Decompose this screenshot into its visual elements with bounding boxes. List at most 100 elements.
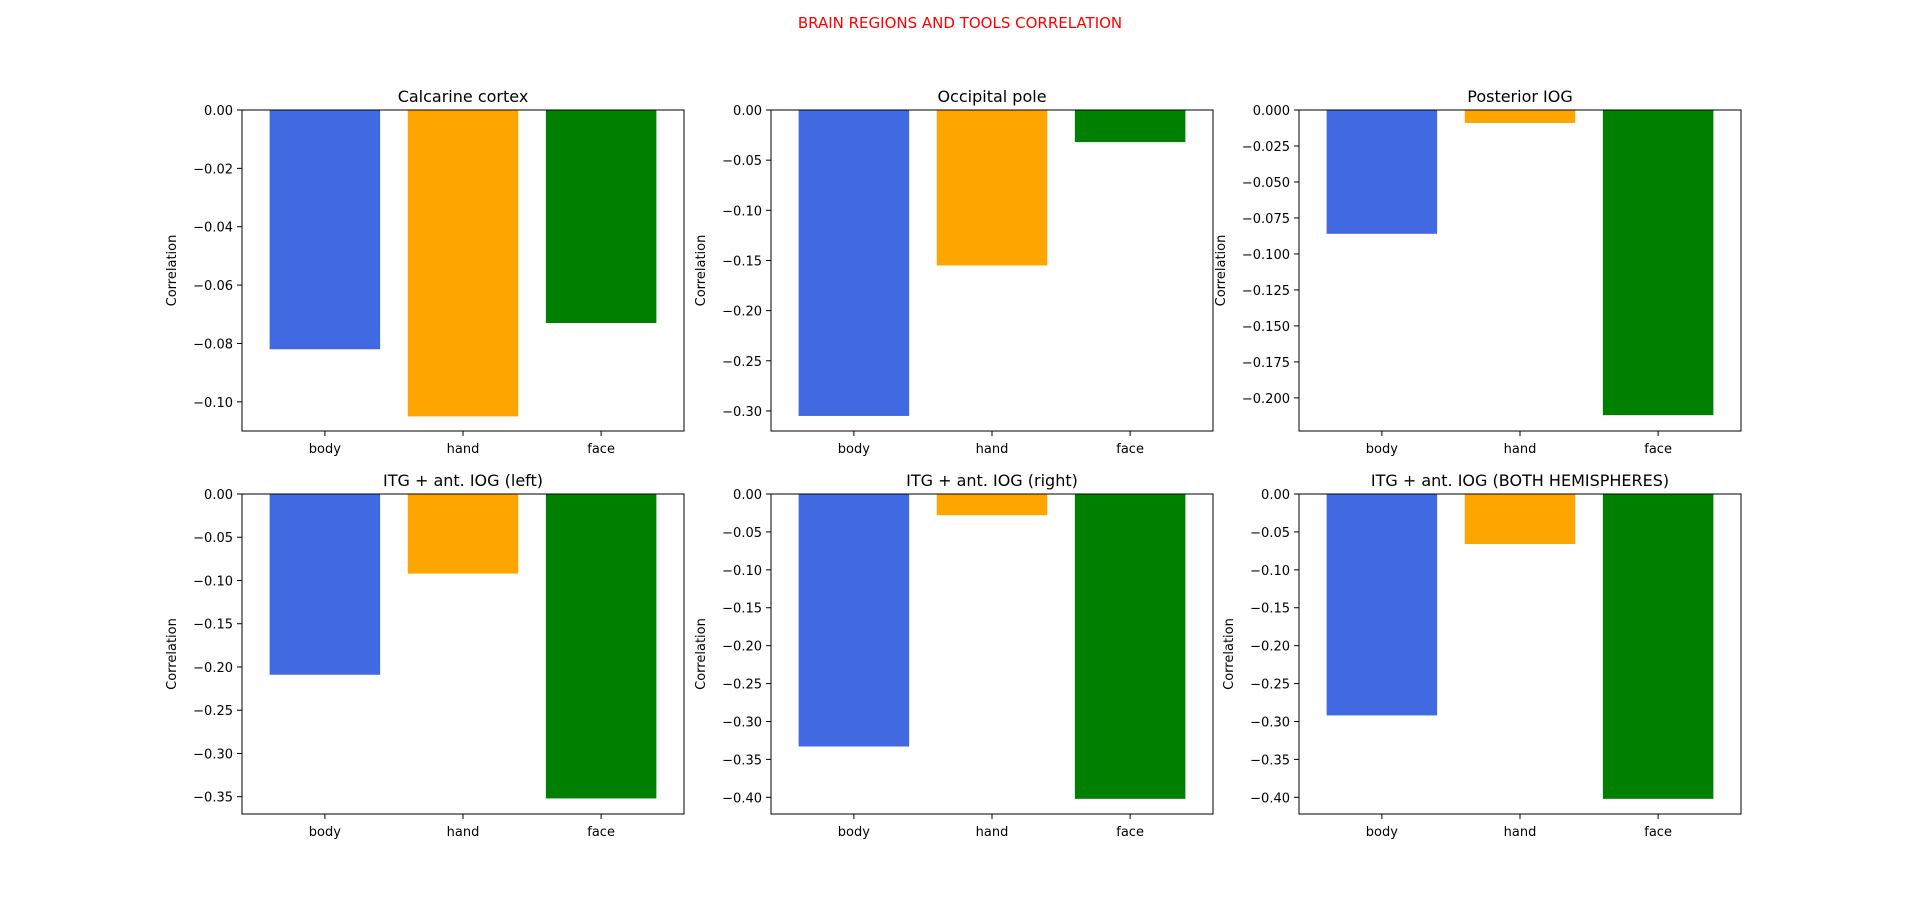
y-tick-label: −0.05 xyxy=(193,531,233,546)
bar-body xyxy=(1326,494,1438,716)
subplot-2: 0.00 −0.05 −0.10 −0.15 −0.20 −0.25 −0.30 body ha… xyxy=(694,87,1214,457)
y-tick-label: −0.06 xyxy=(193,279,233,294)
y-axis-label: Correlation xyxy=(1214,235,1229,307)
x-tick-label: face xyxy=(1116,825,1144,840)
x-tick-label: hand xyxy=(976,442,1009,457)
y-tick-label: −0.15 xyxy=(1250,602,1290,617)
bar-face xyxy=(1602,494,1714,799)
x-tick-label: hand xyxy=(1504,442,1537,457)
y-tick-label: 0.00 xyxy=(733,104,762,119)
y-tick-label: −0.08 xyxy=(193,337,233,352)
y-tick-label: −0.175 xyxy=(1242,356,1290,371)
subplot-4: 0.00 −0.05 −0.10 −0.15 −0.20 −0.25 −0.30 −0.35 b… xyxy=(165,471,685,840)
bar-face xyxy=(545,110,657,324)
subplot-title: Calcarine cortex xyxy=(398,87,529,106)
y-tick-label: 0.00 xyxy=(1261,488,1290,503)
subplot-title: Posterior IOG xyxy=(1467,87,1573,106)
y-tick-label: −0.10 xyxy=(722,204,762,219)
y-tick-label: 0.00 xyxy=(204,488,233,503)
y-tick-label: −0.025 xyxy=(1242,140,1290,155)
y-tick-label: −0.05 xyxy=(722,526,762,541)
y-tick-label: −0.30 xyxy=(1250,715,1290,730)
y-tick-label: −0.150 xyxy=(1242,320,1290,335)
y-tick-label: −0.30 xyxy=(193,747,233,762)
bar-hand xyxy=(1464,110,1576,123)
y-tick-label: −0.075 xyxy=(1242,212,1290,227)
y-tick-label: −0.25 xyxy=(722,355,762,370)
y-tick-label: 0.00 xyxy=(733,488,762,503)
y-tick-label: −0.20 xyxy=(1250,640,1290,655)
y-tick-label: −0.30 xyxy=(722,405,762,420)
y-tick-label: −0.30 xyxy=(722,715,762,730)
y-tick-label: −0.100 xyxy=(1242,248,1290,263)
bar-body xyxy=(798,494,910,747)
bar-hand xyxy=(407,110,519,417)
y-tick-label: −0.05 xyxy=(1250,526,1290,541)
subplot-1: 0.00 −0.02 −0.04 −0.06 −0.08 −0.10 body hand fac… xyxy=(165,87,685,457)
x-tick-label: face xyxy=(1644,825,1672,840)
y-tick-label: −0.200 xyxy=(1242,392,1290,407)
y-tick-label: −0.15 xyxy=(193,618,233,633)
bar-face xyxy=(1074,110,1186,143)
y-tick-label: 0.00 xyxy=(204,104,233,119)
bar-face xyxy=(1602,110,1714,416)
subplot-title: Occipital pole xyxy=(937,87,1046,106)
x-tick-label: body xyxy=(838,825,870,840)
y-tick-label: −0.02 xyxy=(193,162,233,177)
subplot-5: 0.00 −0.05 −0.10 −0.15 −0.20 −0.25 −0.30 −0.35 −… xyxy=(694,471,1214,840)
subplot-title: ITG + ant. IOG (right) xyxy=(906,471,1078,490)
x-tick-label: face xyxy=(587,825,615,840)
y-axis-label: Correlation xyxy=(1222,618,1237,690)
y-tick-label: −0.25 xyxy=(722,678,762,693)
y-axis-label: Correlation xyxy=(694,618,709,690)
y-tick-label: −0.25 xyxy=(1250,678,1290,693)
y-tick-label: −0.10 xyxy=(193,396,233,411)
bar-hand xyxy=(407,494,519,574)
x-tick-label: hand xyxy=(1504,825,1537,840)
bar-body xyxy=(269,110,381,350)
y-tick-label: −0.10 xyxy=(193,574,233,589)
subplot-3: 0.000 −0.025 −0.050 −0.075 −0.100 −0.125 −0.15… xyxy=(1214,87,1742,457)
x-tick-label: hand xyxy=(976,825,1009,840)
x-tick-label: hand xyxy=(447,442,480,457)
x-tick-label: body xyxy=(1366,442,1398,457)
y-tick-label: −0.40 xyxy=(722,791,762,806)
y-tick-label: −0.35 xyxy=(193,791,233,806)
y-axis-label: Correlation xyxy=(694,235,709,307)
x-tick-label: face xyxy=(1116,442,1144,457)
y-axis-label: Correlation xyxy=(165,618,180,690)
y-tick-label: 0.000 xyxy=(1253,104,1290,119)
x-tick-label: body xyxy=(309,442,341,457)
subplot-title: ITG + ant. IOG (left) xyxy=(383,471,543,490)
y-tick-label: −0.35 xyxy=(1250,753,1290,768)
y-tick-label: −0.20 xyxy=(722,640,762,655)
subplot-6: 0.00 −0.05 −0.10 −0.15 −0.20 −0.25 −0.30 −0.35 −… xyxy=(1222,471,1742,840)
bar-body xyxy=(798,110,910,416)
y-tick-label: −0.35 xyxy=(722,753,762,768)
figure-title: BRAIN REGIONS AND TOOLS CORRELATION xyxy=(797,14,1123,32)
y-tick-label: −0.10 xyxy=(722,564,762,579)
y-tick-label: −0.04 xyxy=(193,221,233,236)
x-tick-label: hand xyxy=(447,825,480,840)
y-axis-label: Correlation xyxy=(165,235,180,307)
subplot-title: ITG + ant. IOG (BOTH HEMISPHERES) xyxy=(1371,471,1669,490)
bar-body xyxy=(1326,110,1438,234)
y-tick-label: −0.15 xyxy=(722,602,762,617)
y-tick-label: −0.25 xyxy=(193,704,233,719)
bar-hand xyxy=(936,494,1048,516)
y-tick-label: −0.40 xyxy=(1250,791,1290,806)
bar-face xyxy=(1074,494,1186,799)
y-tick-label: −0.20 xyxy=(193,661,233,676)
y-tick-label: −0.125 xyxy=(1242,284,1290,299)
bar-hand xyxy=(1464,494,1576,545)
bar-body xyxy=(269,494,381,675)
x-tick-label: face xyxy=(1644,442,1672,457)
x-tick-label: body xyxy=(309,825,341,840)
x-tick-label: face xyxy=(587,442,615,457)
x-tick-label: body xyxy=(838,442,870,457)
y-tick-label: −0.05 xyxy=(722,154,762,169)
y-tick-label: −0.20 xyxy=(722,305,762,320)
y-tick-label: −0.15 xyxy=(722,254,762,269)
y-tick-label: −0.10 xyxy=(1250,564,1290,579)
